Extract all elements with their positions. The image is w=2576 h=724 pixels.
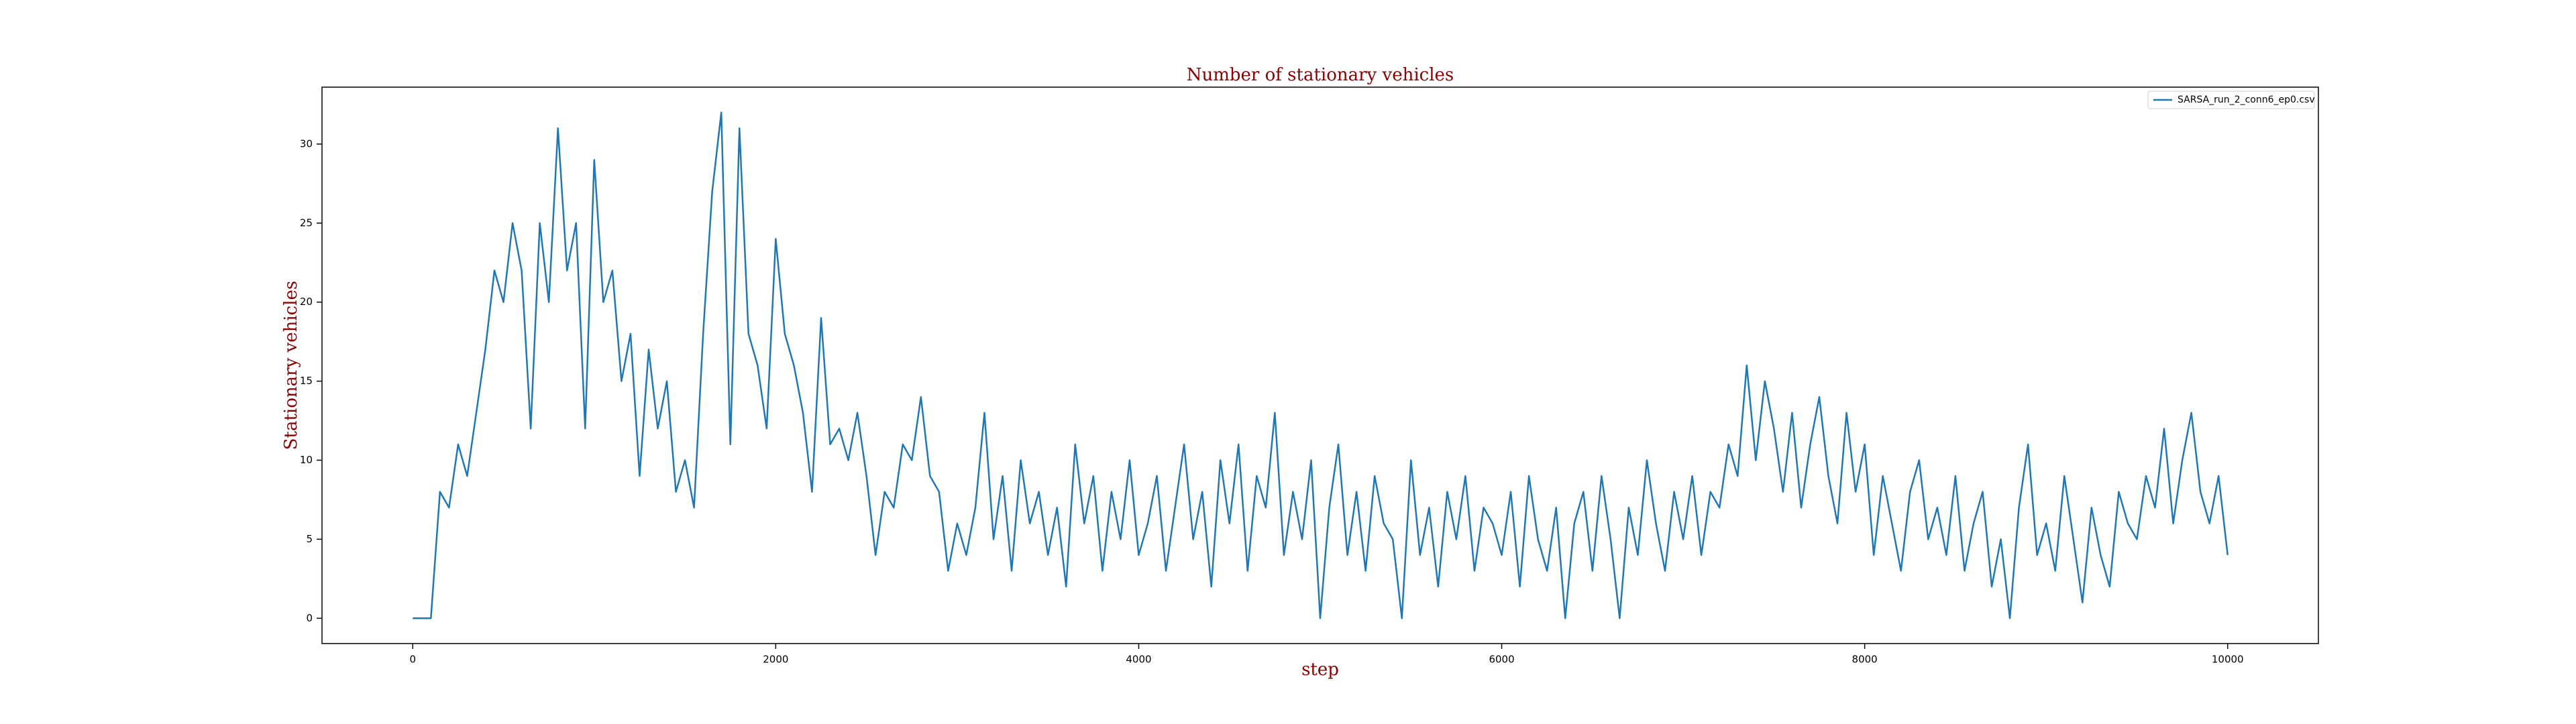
legend-label: SARSA_run_2_conn6_ep0.csv xyxy=(2178,95,2315,105)
data-line xyxy=(413,111,2229,619)
x-tick-label: 0 xyxy=(409,654,416,666)
x-tick-label: 6000 xyxy=(1489,654,1514,666)
x-tick-label: 4000 xyxy=(1126,654,1151,666)
legend-box xyxy=(2147,90,2315,109)
x-axis-label: step xyxy=(1301,660,1339,680)
x-tick-label: 8000 xyxy=(1852,654,1878,666)
y-axis-label: Stationary vehicles xyxy=(281,281,301,450)
y-tick-label: 10 xyxy=(300,454,313,466)
x-tick-label: 10000 xyxy=(2212,654,2244,666)
y-tick-label: 20 xyxy=(300,296,313,308)
y-tick-label: 30 xyxy=(300,137,313,149)
chart-title: Number of stationary vehicles xyxy=(1187,65,1454,85)
y-tick-label: 0 xyxy=(306,612,313,624)
y-tick-label: 15 xyxy=(300,375,313,387)
y-tick-label: 5 xyxy=(306,533,313,545)
x-tick-label: 2000 xyxy=(763,654,788,666)
y-tick-label: 25 xyxy=(300,217,313,229)
plot-frame xyxy=(321,86,2319,644)
